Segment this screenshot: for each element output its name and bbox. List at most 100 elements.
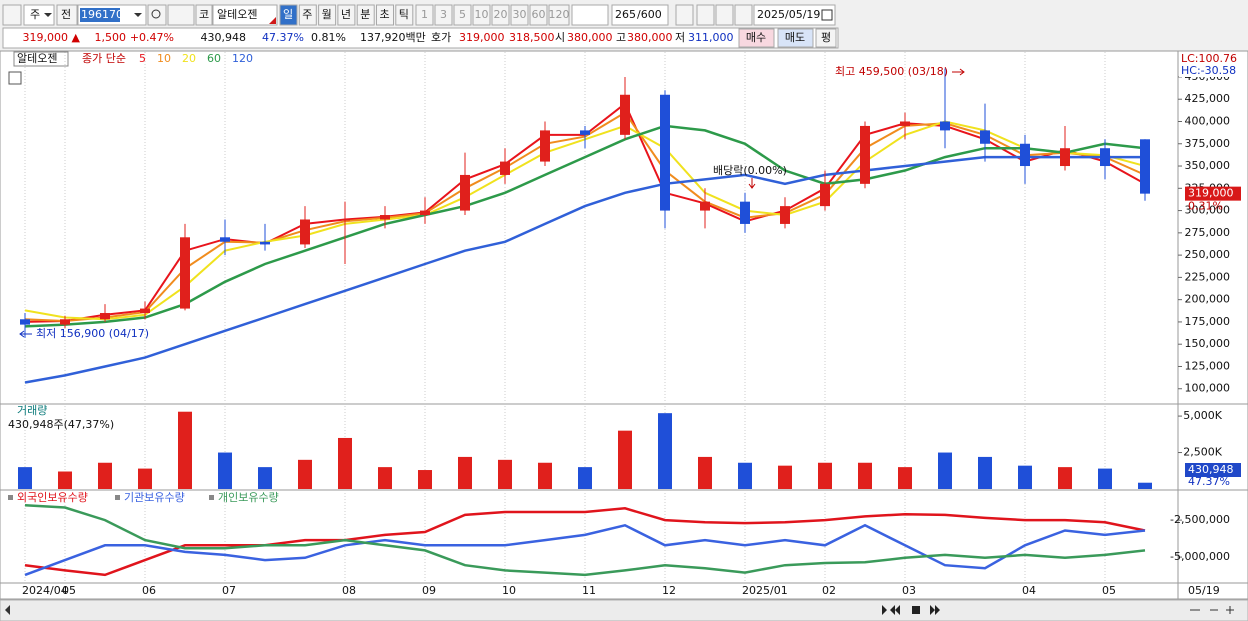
period-select[interactable] [23,4,55,26]
candle-body [1100,148,1110,167]
volume-bar [778,465,792,489]
stock-name: 알테오젠 [217,7,257,21]
candle-body [820,183,830,207]
last-price-label: 319,000 [1188,187,1234,200]
y-tick-label: 225,000 [1185,270,1231,283]
market-button[interactable] [195,4,213,26]
quote-price: 319,000 ▲ [23,31,81,44]
legend-entry: 60 [207,52,221,65]
last-price-tag [1185,186,1241,201]
scrollbar[interactable] [0,599,1248,621]
avg-label[interactable]: 평 [821,31,831,44]
period-button[interactable] [356,4,375,26]
interval-select[interactable] [571,4,609,26]
period-label: 틱 [399,8,409,21]
sell-button[interactable] [777,28,814,48]
tool-button[interactable] [715,4,734,26]
ma-line [24,124,1146,328]
search-button[interactable] [147,4,167,26]
candle-body [1060,148,1070,167]
scroll-controls[interactable] [882,605,940,615]
volume-bar [978,456,992,489]
period-button[interactable] [318,4,337,26]
volume-bar [818,462,832,489]
volume-bar [1138,482,1152,489]
last-volume-pct: 47.37% [1188,475,1230,488]
ma-line [24,155,1145,384]
volume-bar [618,430,632,489]
grid-toggle[interactable] [8,71,22,85]
annotation: 최저 156,900 (04/17) [36,327,149,340]
interval-label: 3 [440,8,447,21]
period-label: 일 [283,7,293,21]
interval-button[interactable] [472,4,491,26]
interval-button[interactable] [529,4,548,26]
buy-button[interactable] [738,28,775,48]
interval-button[interactable] [434,4,453,26]
legend-swatch [115,495,120,500]
code-text: 196170 [81,8,123,21]
x-tick-label: 2024/04 [22,584,68,597]
quote-change: 1,500 [95,31,127,44]
y-tick-label: -2,500,000 [1170,513,1230,526]
quote-label: 시 [555,31,565,44]
y-tick-label: 350,000 [1185,159,1231,172]
market-label: 코 [199,8,209,21]
interval-button[interactable] [491,4,510,26]
quote-volume-pct: 47.37% [262,31,304,44]
candle-body [860,125,870,184]
scroll-left[interactable] [5,605,10,615]
candle-body [20,319,30,325]
candle-body [380,215,390,220]
tool-button[interactable] [696,4,715,26]
y-tick-label: 200,000 [1185,293,1231,306]
x-end-label: 05/19 [1188,584,1220,597]
tool-button[interactable] [675,4,694,26]
buy-label[interactable]: 매수 [746,31,766,44]
candle-body [580,130,590,135]
candle-body [420,210,430,216]
sell-label[interactable]: 매도 [785,31,805,44]
period-label: 월 [322,8,332,21]
y-tick-label: 375,000 [1185,137,1231,150]
volume-bar [538,462,552,489]
period-button[interactable] [395,4,414,26]
period-button[interactable] [337,4,356,26]
y-tick-label: 150,000 [1185,337,1231,350]
candle-body [1140,139,1150,194]
legend-entry: 10 [157,52,171,65]
y-tick-label: 300,000 [1185,204,1231,217]
interval-button[interactable] [415,4,434,26]
x-tick-label: 07 [222,584,236,597]
tool-button[interactable] [734,4,753,26]
volume-bar [458,456,472,489]
period-label: 분 [360,8,370,21]
date-box[interactable] [753,4,836,26]
y-tick-label: 125,000 [1185,359,1231,372]
volume-bar [698,456,712,489]
candle-body [1020,143,1030,167]
period-button[interactable] [376,4,394,26]
period-button[interactable] [298,4,317,26]
volume-bar [58,471,72,489]
x-tick-label: 10 [502,584,516,597]
period-button[interactable] [279,4,298,26]
interval-button[interactable] [510,4,529,26]
menu-icon[interactable] [2,4,22,26]
zoom-controls[interactable] [1190,606,1234,614]
count-box[interactable] [611,4,669,26]
prev-label: 전 [61,8,71,21]
candle-body [140,308,150,314]
sound-button[interactable] [167,4,195,26]
annotation: 배당락(0.00%) [713,164,787,177]
avg-button[interactable] [815,28,837,48]
volume-subtitle: 430,948주(47,37%) [8,418,114,431]
interval-button[interactable] [453,4,472,26]
name-box[interactable] [212,4,278,26]
interval-button[interactable] [548,4,570,26]
period-label: 년 [341,8,351,21]
volume-bar [178,411,192,489]
prev-button[interactable] [56,4,78,26]
holding-line [24,523,1146,577]
